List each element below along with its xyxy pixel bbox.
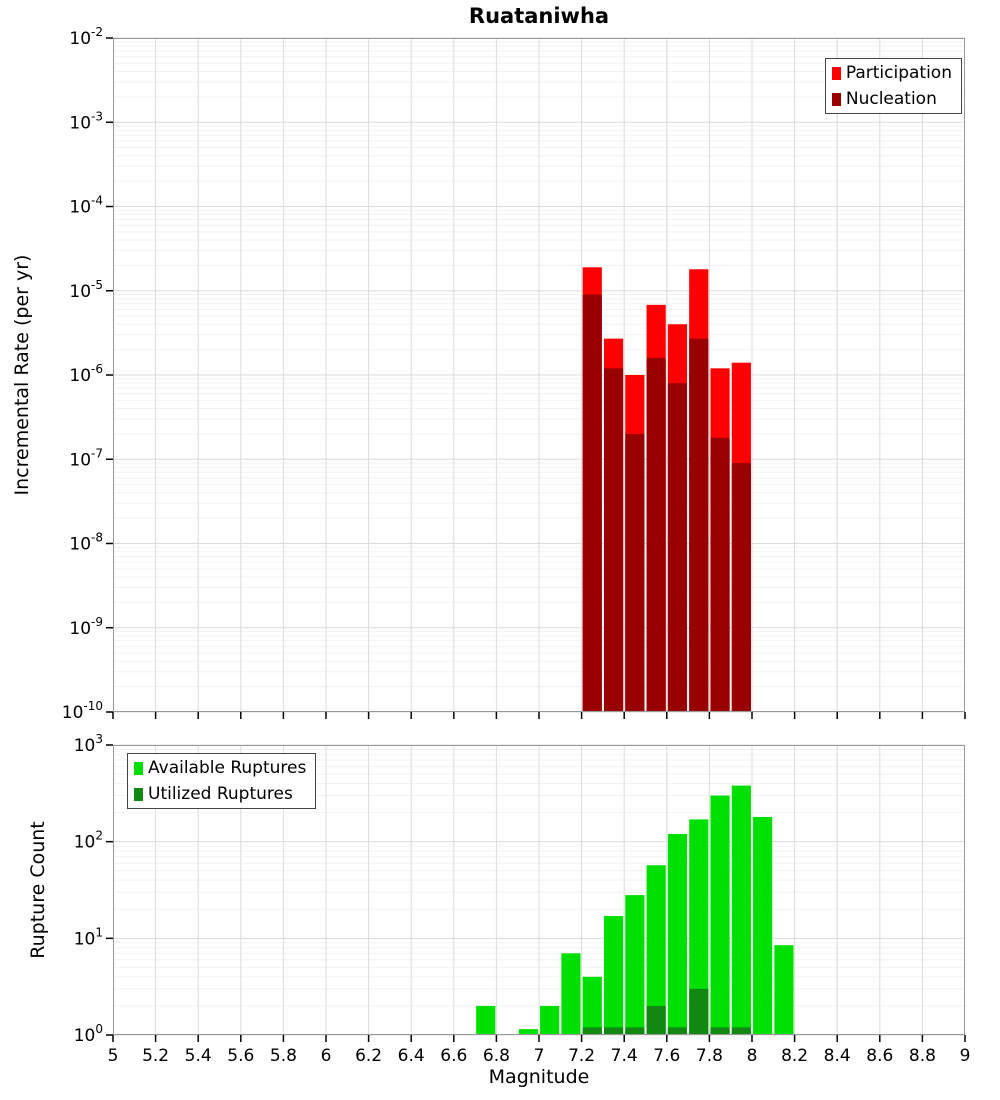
x-tick-label: 6.6 [440,1046,467,1066]
x-tick-label: 8.6 [866,1046,893,1066]
y-tick-label: 10-7 [69,446,103,470]
utilized-ruptures-bars [582,988,751,1035]
legend-label-nucleation: Nucleation [845,88,937,109]
y-axis-label-rate: Incremental Rate (per yr) [11,254,33,496]
x-tick-label: 6.2 [355,1046,382,1066]
y-tick-label: 102 [74,829,103,853]
legend-label-participation: Participation [845,63,952,83]
nucleation-swatch-icon [831,92,841,106]
x-tick-label: 8.2 [781,1046,808,1066]
plot-frame [113,745,965,1035]
legend-label-available-ruptures: Available Ruptures [148,758,307,778]
y-tick-label: 103 [74,732,103,756]
bottom-plot-canvas: 100 101 102 103 5 5.2 5.4 5.6 5.8 6 6.2 6.4 6.6 6.8 7 7… [74,732,971,1066]
plot-frame [113,38,965,712]
y-tick-label: 10-9 [69,615,103,639]
x-ticks [112,1035,966,1042]
x-tick-label: 5.4 [185,1046,212,1066]
legend-label-utilized-ruptures: Utilized Ruptures [148,783,293,804]
x-tick-label: 8.8 [909,1046,936,1066]
x-tick-label: 8 [747,1046,758,1066]
x-tick-label: 7.2 [568,1046,595,1066]
y-tick-label: 10-10 [62,699,103,723]
y-tick-label: 10-5 [69,278,103,302]
x-tick-label: 5.8 [270,1046,297,1066]
available-ruptures-swatch-icon [134,761,143,775]
legend-item-nucleation: Nucleation [831,88,952,109]
bottom-plot: Available Ruptures Utilized Ruptures 100… [74,732,971,1066]
x-tick-label: 6.4 [398,1046,425,1066]
y-tick-label: 10-2 [69,25,103,49]
top-plot-canvas: 10-2 10-3 10-4 10-5 10-6 10-7 10-8 10-9 10-10 [62,25,966,723]
x-tick-label: 6.8 [483,1046,510,1066]
y-tick-label: 100 [74,1022,103,1046]
x-tick-label: 7.8 [696,1046,723,1066]
legend-item-participation: Participation [831,63,952,83]
y-tick-label: 101 [74,925,103,949]
x-tick-label: 8.4 [824,1046,851,1066]
x-ticks [112,712,966,719]
chart-title: Ruataniwha [468,4,610,28]
y-tick-label: 10-6 [69,362,103,386]
x-tick-label: 7.4 [611,1046,638,1066]
x-tick-label: 7 [534,1046,545,1066]
legend-item-available-ruptures: Available Ruptures [134,759,306,778]
y-tick-label: 10-3 [69,109,103,133]
participation-swatch-icon [831,66,841,80]
x-tick-label: 5.2 [142,1046,169,1066]
x-tick-label: 5 [108,1046,119,1066]
legend-item-utilized-ruptures: Utilized Ruptures [134,783,306,804]
available-ruptures-bars [476,785,794,1035]
x-tick-labels: 5 5.2 5.4 5.6 5.8 6 6.2 6.4 6.6 6.8 7 7.2 7.4 7.6 7.8 8… [108,1046,971,1066]
y-tick-label: 10-4 [69,194,103,218]
y-axis-label-count: Rupture Count [27,821,49,959]
grid-major [113,37,965,713]
x-tick-label: 5.6 [227,1046,254,1066]
x-axis-label: Magnitude [488,1066,590,1088]
legend-top: Participation Nucleation [824,58,962,115]
top-plot: Participation Nucleation 10-2 10-3 10-4 10-… [62,25,966,723]
x-tick-label: 9 [960,1046,971,1066]
x-tick-label: 6 [321,1046,332,1066]
y-tick-label: 10-8 [69,531,103,555]
y-ticks: 100 101 102 103 [74,732,113,1046]
utilized-ruptures-swatch-icon [134,787,143,801]
x-tick-label: 7.6 [653,1046,680,1066]
nucleation-bars [582,294,751,712]
legend-bottom: Available Ruptures Utilized Ruptures [127,753,317,810]
y-ticks: 10-2 10-3 10-4 10-5 10-6 10-7 10-8 10-9 10-10 [62,25,113,723]
